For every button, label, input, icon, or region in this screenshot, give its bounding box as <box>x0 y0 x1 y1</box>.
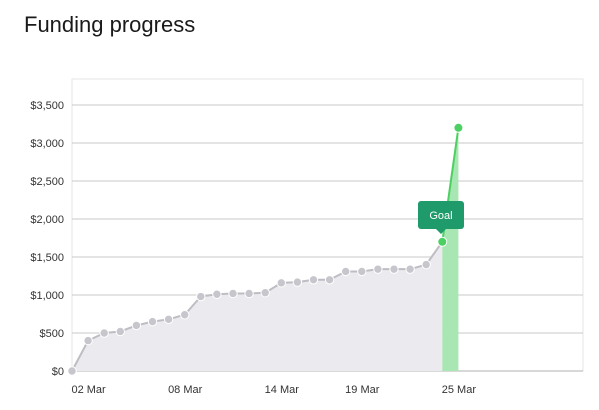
x-tick-label: 19 Mar <box>345 384 380 396</box>
data-point <box>341 266 351 277</box>
x-tick-label: 02 Mar <box>71 384 106 396</box>
chart-title: Funding progress <box>24 12 196 37</box>
data-point <box>131 320 142 331</box>
data-point <box>163 314 174 325</box>
x-tick-label: 14 Mar <box>265 384 300 396</box>
x-tick-label: 25 Mar <box>442 384 477 396</box>
progress-area-grey <box>72 241 443 371</box>
data-point <box>357 266 367 277</box>
data-point <box>196 291 206 302</box>
data-point <box>67 366 77 376</box>
data-point <box>405 264 415 274</box>
data-point <box>99 328 109 338</box>
goal-marker-pointer <box>436 229 446 234</box>
data-point <box>115 326 126 337</box>
goal-marker-box <box>418 201 464 229</box>
y-tick-label: $3,000 <box>30 138 64 150</box>
y-tick-label: $0 <box>52 366 64 378</box>
data-point <box>308 275 319 285</box>
data-point <box>228 288 238 299</box>
data-point <box>244 288 254 299</box>
data-point <box>276 278 286 288</box>
y-tick-label: $2,000 <box>30 214 64 226</box>
data-point <box>389 264 399 274</box>
goal-marker-label: Goal <box>429 210 452 222</box>
data-point <box>83 335 93 346</box>
y-tick-label: $1,500 <box>30 252 64 264</box>
y-tick-label: $500 <box>40 328 64 340</box>
data-point-green <box>437 236 448 247</box>
data-point <box>260 288 270 298</box>
data-point-green <box>453 122 464 133</box>
data-point <box>373 264 383 274</box>
y-tick-label: $2,500 <box>30 176 64 188</box>
data-point <box>324 275 335 285</box>
data-point <box>212 289 222 299</box>
y-tick-label: $1,000 <box>30 290 64 302</box>
progress-area-green <box>442 127 459 371</box>
data-point <box>292 277 303 287</box>
x-tick-label: 08 Mar <box>168 384 203 396</box>
data-point <box>147 316 158 327</box>
data-point <box>180 310 190 320</box>
y-tick-label: $3,500 <box>30 100 64 112</box>
data-point <box>421 259 431 270</box>
